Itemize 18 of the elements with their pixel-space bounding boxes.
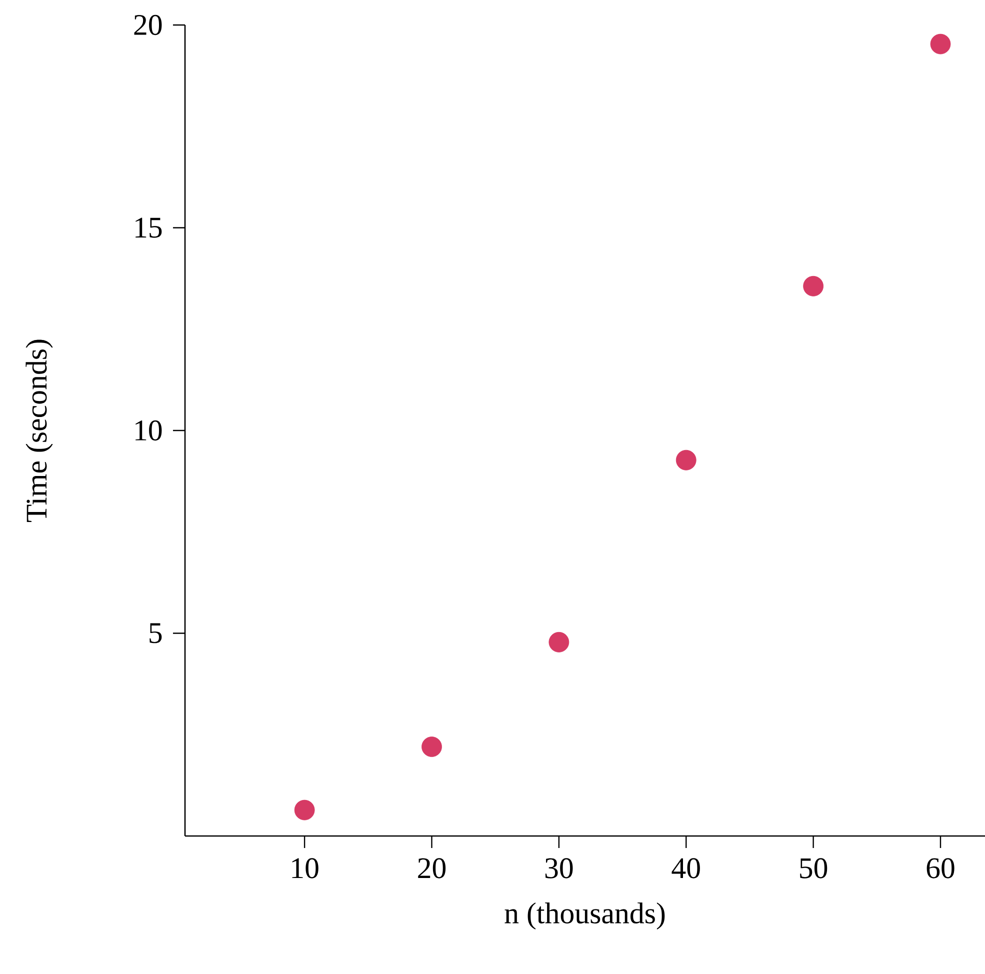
x-tick-label: 30 [545, 858, 573, 878]
point [422, 736, 442, 757]
x-tick-label: 40 [672, 858, 700, 878]
point [930, 34, 951, 54]
y-axis-title: Time (seconds) [26, 340, 53, 522]
point [803, 276, 824, 296]
x-tick-label: 60 [926, 858, 954, 878]
point [548, 632, 570, 652]
point [294, 800, 315, 820]
y-tick-label: 15 [136, 218, 162, 238]
x-tick-label: 10 [292, 858, 318, 878]
y-tick-label: 20 [134, 14, 162, 36]
point [676, 450, 696, 470]
x-axis-title: n (thousands) [504, 902, 665, 930]
x-tick-label: 50 [800, 858, 828, 878]
y-tick-label: 5 [150, 623, 162, 644]
x-tick-label: 20 [418, 858, 446, 878]
y-tick-label: 10 [136, 420, 162, 441]
